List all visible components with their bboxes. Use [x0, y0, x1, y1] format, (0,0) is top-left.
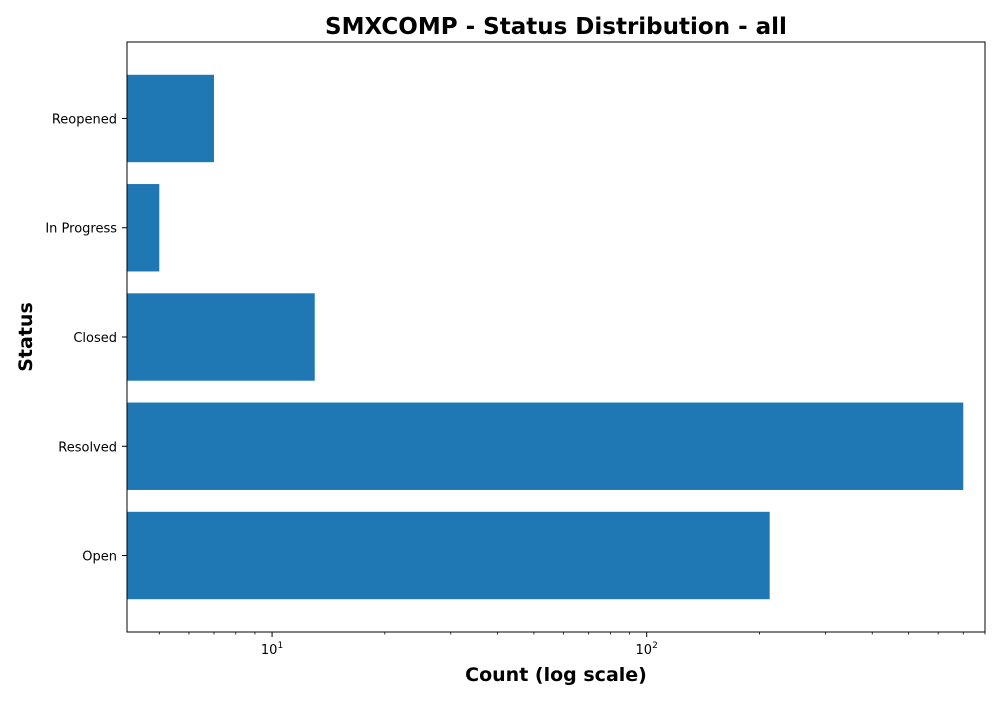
x-tick-label: 102: [636, 641, 658, 658]
bar-open: [127, 511, 770, 600]
y-tick-label: Resolved: [58, 440, 117, 455]
bars-layer: [127, 74, 964, 600]
bar-in-progress: [127, 184, 160, 272]
x-axis-label: Count (log scale): [465, 664, 647, 686]
x-tick-base: 10: [261, 643, 278, 658]
bar-reopened: [127, 74, 215, 163]
x-tick-label: 101: [261, 641, 283, 658]
y-tick-label: Reopened: [52, 112, 117, 127]
y-tick-label: Closed: [73, 331, 117, 346]
y-tick-label: In Progress: [45, 222, 117, 237]
y-axis-label: Status: [15, 302, 37, 372]
x-tick-exponent: 1: [277, 641, 283, 651]
x-tick-exponent: 2: [652, 641, 658, 651]
y-tick-label: Open: [82, 550, 117, 565]
bar-closed: [127, 293, 315, 381]
bar-resolved: [127, 402, 964, 490]
x-axis: 101 102: [158, 632, 986, 658]
x-tick-base: 10: [636, 643, 653, 658]
chart-title: SMXCOMP - Status Distribution - all: [325, 14, 787, 40]
y-axis: Open Resolved Closed In Progress Reopened: [45, 112, 127, 565]
